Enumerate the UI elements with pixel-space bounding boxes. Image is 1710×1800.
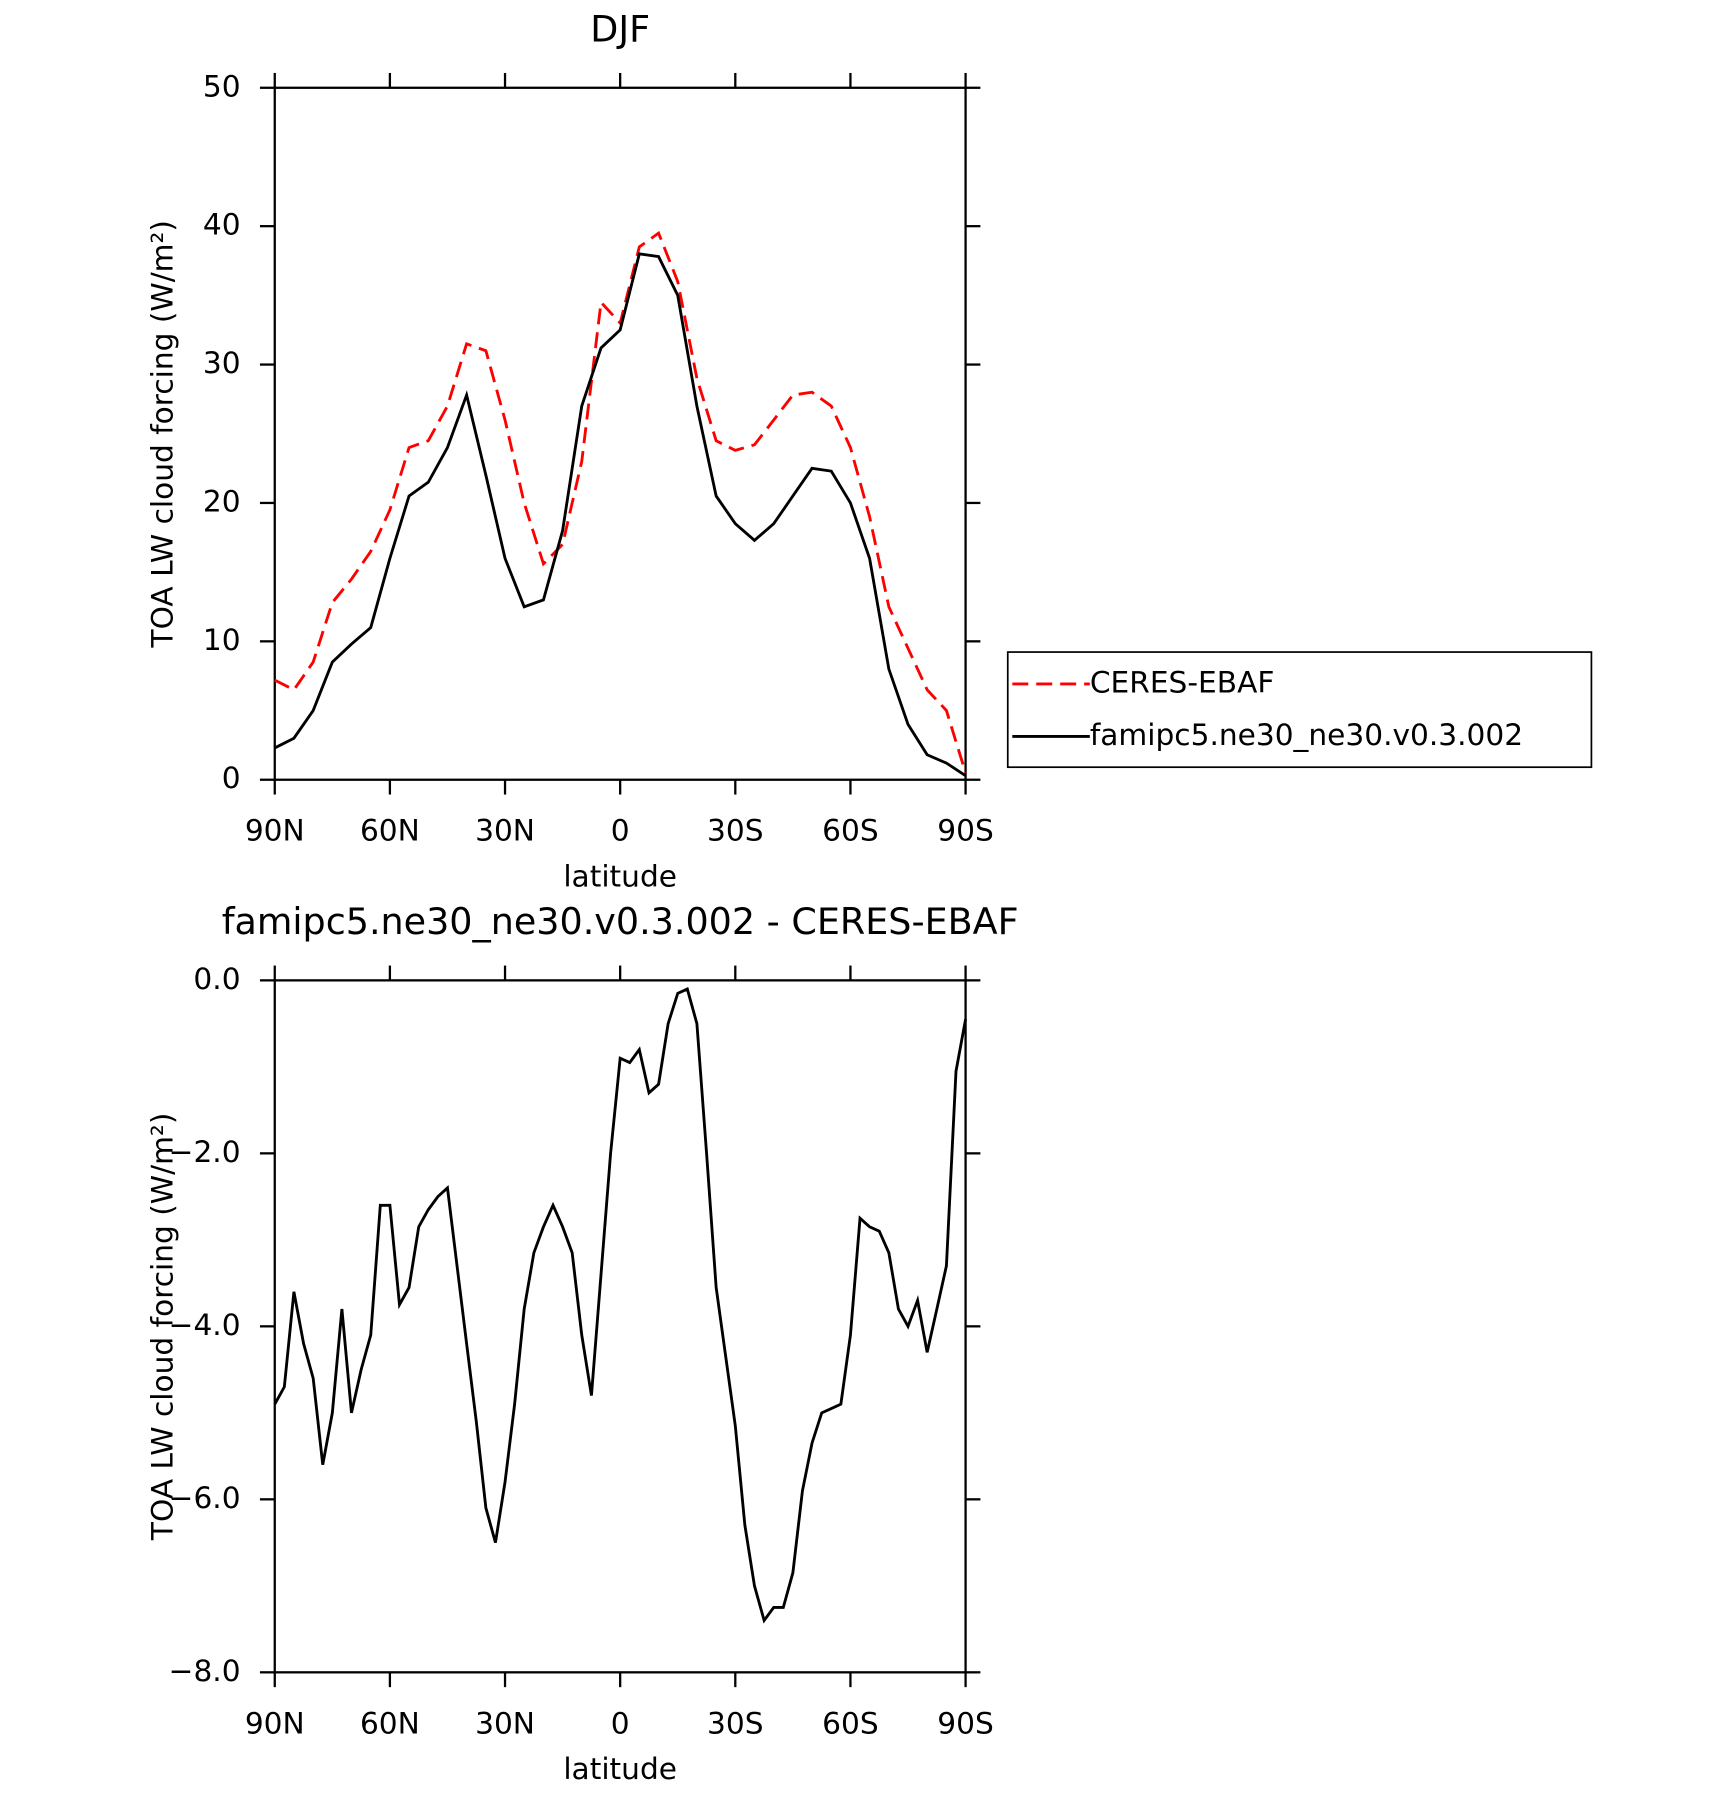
legend-label: CERES-EBAF bbox=[1090, 664, 1275, 699]
chart-title: famipc5.ne30_ne30.v0.3.002 - CERES-EBAF bbox=[222, 900, 1019, 943]
x-tick-label: 60S bbox=[822, 1705, 879, 1740]
x-axis-label: latitude bbox=[563, 1751, 677, 1786]
x-tick-label: 30S bbox=[707, 813, 764, 848]
x-tick-label: 60N bbox=[360, 1705, 420, 1740]
x-tick-label: 90N bbox=[245, 813, 305, 848]
plot-frame bbox=[273, 979, 967, 1674]
x-axis-label: latitude bbox=[563, 858, 677, 893]
x-tick-label: 0 bbox=[611, 1705, 630, 1740]
y-tick-label: 0 bbox=[222, 760, 241, 795]
y-tick-label: −6.0 bbox=[169, 1480, 241, 1515]
legend-label: famipc5.ne30_ne30.v0.3.002 bbox=[1090, 717, 1523, 752]
chart-title: DJF bbox=[590, 7, 650, 50]
x-tick-label: 60N bbox=[360, 813, 420, 848]
y-axis-label: TOA LW cloud forcing (W/m²) bbox=[145, 220, 180, 648]
y-tick-label: −2.0 bbox=[169, 1134, 241, 1169]
y-tick-label: 30 bbox=[203, 345, 241, 380]
y-tick-label: 0.0 bbox=[193, 961, 240, 996]
y-tick-label: 20 bbox=[203, 483, 241, 518]
x-tick-label: 30N bbox=[475, 1705, 535, 1740]
y-tick-label: −4.0 bbox=[169, 1307, 241, 1342]
x-tick-label: 60S bbox=[822, 813, 879, 848]
y-axis-label: TOA LW cloud forcing (W/m²) bbox=[145, 1113, 180, 1541]
plot-frame bbox=[273, 86, 967, 781]
y-tick-label: 40 bbox=[203, 207, 241, 242]
y-tick-label: −8.0 bbox=[169, 1653, 241, 1688]
x-tick-label: 90S bbox=[937, 1705, 994, 1740]
x-tick-label: 30N bbox=[475, 813, 535, 848]
x-tick-label: 90S bbox=[937, 813, 994, 848]
x-tick-label: 0 bbox=[611, 813, 630, 848]
x-tick-label: 30S bbox=[707, 1705, 764, 1740]
legend-box bbox=[1006, 651, 1593, 769]
series-line bbox=[274, 252, 967, 777]
series-line bbox=[274, 230, 967, 774]
series-line bbox=[273, 987, 967, 1624]
x-tick-label: 90N bbox=[245, 1705, 305, 1740]
y-tick-label: 10 bbox=[203, 622, 241, 657]
y-tick-label: 50 bbox=[203, 68, 241, 103]
